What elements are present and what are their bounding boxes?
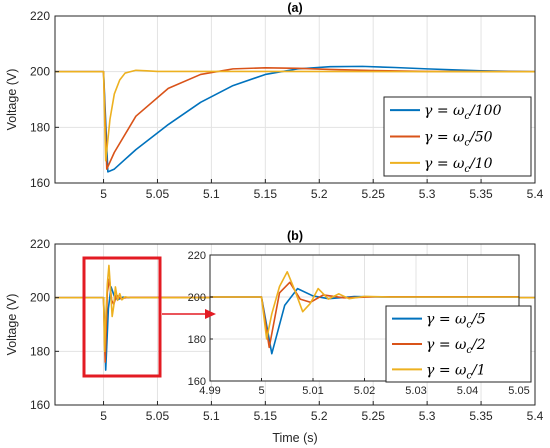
inset-y-tick-label-2: 200 [188, 292, 206, 304]
panel-title-1: (b) [287, 229, 303, 243]
panel-b: 5 5.05 5.1 5.15 5.2 5.25 5.3 5.35 5.4 160 180 200 22… [5, 229, 550, 445]
y-tick-label-1-1: 180 [30, 344, 50, 358]
y-tick-label-1-0: 160 [30, 398, 50, 412]
x-tick-label-1-0: 5 [100, 409, 107, 423]
y-axis-label-0: Voltage (V) [5, 69, 19, 131]
x-tick-label-0-6: 5.3 [419, 187, 436, 201]
legend-1: γ = ωc/5γ = ωc/2γ = ωc/1 [386, 306, 531, 382]
inset-y-tick-label-3: 220 [188, 250, 206, 262]
x-tick-label-1-6: 5.3 [419, 409, 436, 423]
x-tick-label-0-7: 5.35 [469, 187, 493, 201]
inset-x-tick-label-1: 5 [258, 385, 264, 397]
x-tick-label-0-3: 5.15 [254, 187, 278, 201]
x-tick-label-0-1: 5.05 [146, 187, 170, 201]
y-tick-label-1-2: 200 [30, 291, 50, 305]
y-tick-label-0-2: 200 [30, 65, 50, 79]
x-tick-label-0-5: 5.25 [362, 187, 386, 201]
x-tick-label-1-2: 5.1 [203, 409, 220, 423]
inset-y-tick-label-1: 180 [188, 334, 206, 346]
x-tick-label-0-2: 5.1 [203, 187, 220, 201]
y-tick-label-0-3: 220 [30, 9, 50, 23]
y-tick-label-1-3: 220 [30, 237, 50, 251]
x-tick-label-0-8: 5.4 [527, 187, 544, 201]
inset-x-tick-label-3: 5.02 [354, 385, 375, 397]
x-axis-label: Time (s) [272, 431, 317, 445]
x-tick-label-1-1: 5.05 [146, 409, 170, 423]
x-tick-label-0-0: 5 [100, 187, 107, 201]
x-tick-label-1-7: 5.35 [469, 409, 493, 423]
x-tick-label-1-3: 5.15 [254, 409, 278, 423]
x-tick-label-1-8: 5.4 [527, 409, 544, 423]
y-axis-label-1: Voltage (V) [5, 294, 19, 356]
inset-x-tick-label-2: 5.01 [302, 385, 323, 397]
y-tick-label-0-0: 160 [30, 176, 50, 190]
inset-x-tick-label-5: 5.04 [457, 385, 478, 397]
panel-a: 5 5.05 5.1 5.15 5.2 5.25 5.3 5.35 5.4 160 180 200 22… [5, 1, 544, 201]
x-tick-label-1-5: 5.25 [362, 409, 386, 423]
x-tick-label-1-4: 5.2 [311, 409, 328, 423]
inset-x-tick-label-4: 5.03 [405, 385, 426, 397]
inset-y-tick-label-0: 160 [188, 376, 206, 388]
y-tick-label-0-1: 180 [30, 120, 50, 134]
x-tick-label-0-4: 5.2 [311, 187, 328, 201]
panel-title-0: (a) [287, 1, 302, 15]
inset-x-tick-label-6: 5.05 [508, 385, 529, 397]
